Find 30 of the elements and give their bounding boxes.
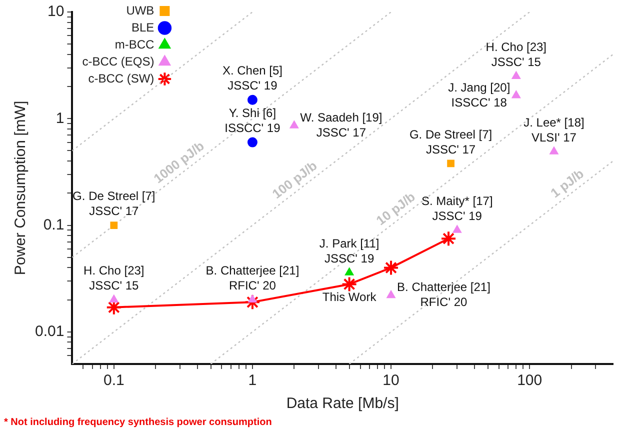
legend-label: c-BCC (EQS) [82,54,154,68]
x-tick-label: 10 [382,372,400,390]
x-tick-label: 100 [517,372,542,390]
y-tick-label: 1 [56,110,64,127]
legend-label: m-BCC [114,37,155,52]
legend-label: c-BCC (SW) [88,71,154,86]
legend-label: UWB [126,3,154,18]
annotation: S. Maity* [17] JSSC' 19 [421,194,493,223]
annotation: Y. Shi [6] ISSCC' 19 [224,106,281,136]
y-axis-title: Power Consumption [mW] [12,100,30,276]
y-tick-label: 0.01 [34,323,64,340]
text: * Not including frequency synthesis power consumption [4,416,272,428]
annotation: This Work [322,290,378,304]
x-tick-label: 0.1 [103,372,124,390]
annotation: H. Cho [23] JSSC' 15 [486,40,547,70]
annotation: W. Saadeh [19] JSSC' 17 [300,110,382,140]
y-tick-label: 10 [48,3,64,20]
annotation: B. Chatterjee [21] RFIC' 20 [397,280,490,310]
annotation: H. Cho [23] JSSC' 15 [84,264,144,293]
annotation: J. Jang [20] ISSCC' 18 [448,80,510,110]
annotation: J. Park [11] JSSC' 19 [319,236,380,266]
annotation: J. Lee* [18] VLSI' 17 [524,115,584,144]
x-axis-title: Data Rate [Mb/s] [286,395,399,412]
x-tick-label: 1 [248,372,257,390]
legend-label: BLE [132,20,154,34]
y-tick-label: 0.1 [43,216,64,234]
annotation: G. De Streel [7] JSSC' 17 [409,127,492,156]
annotation: B. Chatterjee [21] RFIC' 20 [206,264,300,293]
annotation: G. De Streel [7] JSSC' 17 [72,189,156,218]
annotation: X. Chen [5] JSSC' 19 [222,64,282,93]
